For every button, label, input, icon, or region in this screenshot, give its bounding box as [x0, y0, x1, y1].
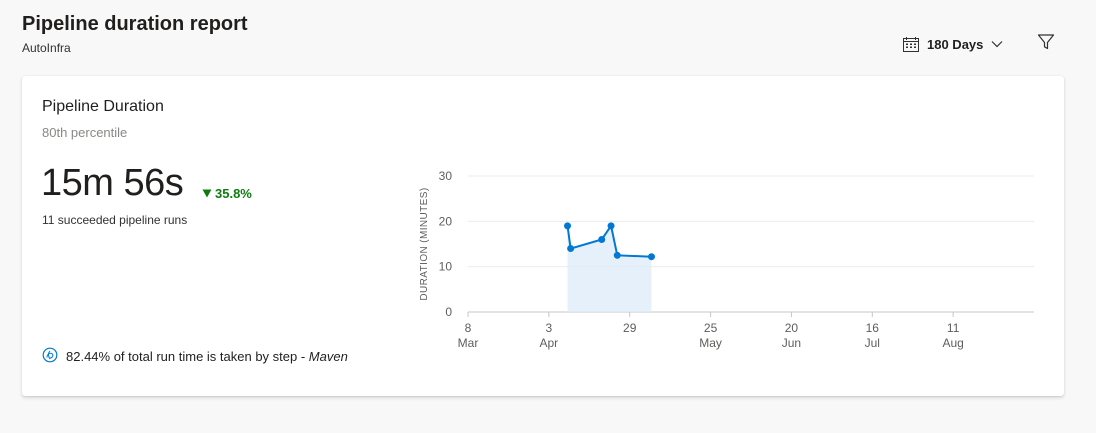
- x-tick-label: 25: [704, 321, 718, 335]
- y-tick-label: 0: [445, 305, 452, 319]
- duration-metric: 15m 56s: [41, 162, 184, 204]
- calendar-icon: [903, 36, 919, 52]
- insight-prefix: 82.44% of total run time is taken by ste…: [66, 349, 309, 364]
- data-point: [567, 245, 575, 253]
- data-point: [607, 222, 615, 230]
- x-tick-month-label: Mar: [458, 336, 479, 350]
- y-axis-label: DURATION (MINUTES): [419, 187, 430, 300]
- x-tick-label: 20: [785, 321, 799, 335]
- x-tick-month-label: Jul: [865, 336, 880, 350]
- insight-text: 82.44% of total run time is taken by ste…: [66, 349, 348, 364]
- insight-step-link[interactable]: Maven: [308, 349, 348, 364]
- x-tick-month-label: Apr: [540, 336, 559, 350]
- y-tick-label: 30: [439, 169, 453, 183]
- page-title: Pipeline duration report: [22, 13, 248, 35]
- y-tick-label: 10: [439, 260, 453, 274]
- x-tick-month-label: Aug: [942, 336, 963, 350]
- series-area: [567, 225, 652, 312]
- data-point: [564, 222, 572, 230]
- pipeline-duration-card: Pipeline Duration 80th percentile 15m 56…: [22, 76, 1064, 396]
- x-tick-label: 16: [866, 321, 880, 335]
- delta-badge: 35.8%: [202, 186, 252, 201]
- x-tick-label: 3: [546, 321, 553, 335]
- x-tick-label: 29: [623, 321, 637, 335]
- delta-value: 35.8%: [215, 186, 252, 201]
- triangle-down-icon: [202, 186, 212, 201]
- series-line: [566, 223, 652, 258]
- x-tick-label: 11: [947, 321, 960, 335]
- x-tick-month-label: May: [699, 336, 722, 350]
- card-title: Pipeline Duration: [42, 98, 164, 115]
- filter-button[interactable]: [1037, 33, 1059, 55]
- chevron-down-icon: [991, 40, 1003, 48]
- run-count-caption: 11 succeeded pipeline runs: [42, 213, 188, 227]
- date-range-label: 180 Days: [927, 36, 984, 52]
- insight-row: 82.44% of total run time is taken by ste…: [42, 347, 348, 366]
- insight-icon: [42, 347, 58, 366]
- x-tick-month-label: Jun: [782, 336, 801, 350]
- data-point: [598, 235, 606, 243]
- data-point: [613, 251, 621, 259]
- date-range-dropdown[interactable]: 180 Days: [903, 32, 1003, 56]
- filter-icon: [1037, 34, 1055, 55]
- page-subtitle: AutoInfra: [22, 41, 71, 55]
- y-tick-label: 20: [439, 214, 453, 228]
- data-point: [647, 253, 655, 261]
- card-subtitle: 80th percentile: [42, 125, 128, 140]
- x-tick-label: 8: [465, 321, 472, 335]
